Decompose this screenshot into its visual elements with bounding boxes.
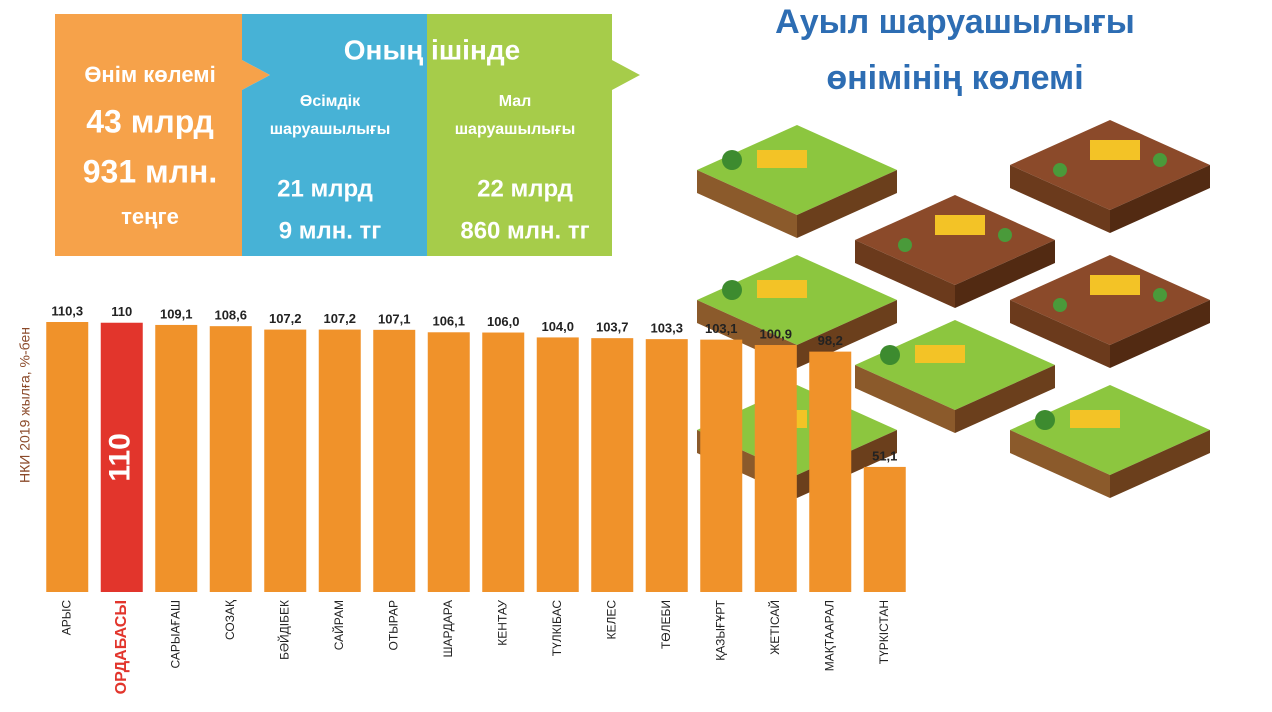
bar-chart: 110,3 АРЫС 110 110 ОРДАБАСЫ 109,1 САРЫАҒАШ 108,… — [46, 303, 906, 694]
x-tick-label: АРЫС — [59, 600, 73, 636]
bar — [591, 338, 634, 592]
crops-box — [242, 14, 427, 256]
x-tick-label: САЙРАМ — [331, 600, 346, 650]
x-tick-label: ҚАЗЫҒҰРТ — [713, 599, 727, 660]
value-label: 107,1 — [378, 311, 411, 326]
bar — [318, 329, 361, 592]
value-label: 110,3 — [51, 303, 83, 318]
farm-illustration — [855, 195, 1055, 308]
x-tick-label: ОТЫРАР — [386, 600, 400, 651]
crops-value: 9 млн. тг — [279, 217, 382, 244]
value-label: 106,0 — [487, 314, 520, 329]
highlight-label: 110 — [104, 433, 137, 481]
total-value: 43 млрд — [86, 103, 214, 139]
farm-illustration — [855, 320, 1055, 433]
x-tick-label: ЖЕТІСАЙ — [767, 600, 782, 655]
value-label: 98,2 — [818, 333, 843, 348]
bar — [482, 332, 525, 592]
page-title: өнімінің көлемі — [826, 59, 1083, 97]
crops-label: Өсімдік — [300, 93, 361, 110]
livestock-value: 860 млн. тг — [460, 217, 589, 244]
bar — [809, 351, 852, 592]
value-label: 100,9 — [759, 326, 792, 341]
bar — [100, 322, 143, 592]
total-value: 931 млн. — [83, 153, 218, 189]
bar — [264, 329, 307, 592]
value-label: 108,6 — [214, 308, 247, 323]
x-tick-label: ТӨЛЕБИ — [659, 600, 673, 649]
bar — [46, 322, 89, 592]
value-label: 109,1 — [160, 306, 193, 321]
value-label: 104,0 — [541, 319, 574, 334]
bar — [754, 345, 797, 592]
x-tick-label: САРЫАҒАШ — [168, 600, 182, 669]
value-label: 110 — [111, 304, 132, 319]
bar — [863, 466, 906, 592]
x-tick-label: СОЗАҚ — [223, 600, 237, 640]
total-box — [55, 14, 270, 256]
livestock-box — [427, 14, 640, 256]
bar — [427, 332, 470, 592]
value-label: 106,1 — [432, 314, 465, 329]
bar — [700, 339, 743, 592]
bar — [373, 329, 416, 592]
crops-label: шаруашылығы — [270, 121, 391, 138]
x-tick-label: ШАРДАРА — [441, 600, 455, 658]
page-title: Ауыл шаруашылығы — [775, 3, 1135, 41]
crops-value: 21 млрд — [277, 175, 373, 202]
value-label: 107,2 — [269, 311, 302, 326]
farm-illustration — [1010, 120, 1210, 233]
farm-illustration — [1010, 385, 1210, 498]
total-label: Өнім көлемі — [84, 62, 215, 87]
total-unit: теңге — [121, 204, 179, 229]
value-label: 103,1 — [705, 321, 738, 336]
value-label: 107,2 — [323, 311, 356, 326]
bar — [155, 324, 198, 592]
bar — [536, 337, 579, 592]
bar — [645, 339, 688, 592]
x-tick-label: ТҮРКІСТАН — [877, 600, 891, 664]
bar — [209, 326, 252, 592]
livestock-value: 22 млрд — [477, 175, 573, 202]
farm-illustration — [697, 125, 897, 238]
x-tick-label: БӘЙДІБЕК — [276, 600, 291, 660]
farm-illustration — [1010, 255, 1210, 368]
x-tick-label: МАҚТААРАЛ — [822, 600, 836, 671]
livestock-label: Мал — [499, 93, 532, 110]
value-label: 103,7 — [596, 320, 629, 335]
x-tick-label: КЕНТАУ — [495, 600, 509, 646]
value-label: 103,3 — [650, 321, 683, 336]
x-tick-label: ОРДАБАСЫ — [113, 600, 130, 694]
livestock-label: шаруашылығы — [455, 121, 576, 138]
y-axis-label: НКИ 2019 жылға, %-бен — [17, 327, 33, 483]
value-label: 51,1 — [872, 448, 897, 463]
including-label: Оның ішінде — [344, 34, 520, 65]
x-tick-label: ТҮЛКІБАС — [550, 600, 564, 657]
x-tick-label: КЕЛЕС — [604, 600, 618, 640]
